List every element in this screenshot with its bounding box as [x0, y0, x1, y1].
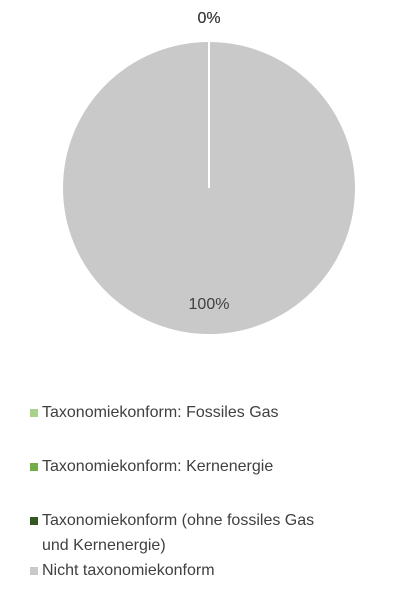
- legend-label: Nicht taxonomiekonform: [42, 562, 215, 579]
- legend-item: Nicht taxonomiekonform: [30, 558, 400, 583]
- legend-swatch: [30, 409, 38, 417]
- chart: 0%0%0%100%: [61, 10, 357, 336]
- legend-label: Taxonomiekonform (ohne fossiles Gas und …: [42, 512, 315, 554]
- data-label: 0%: [197, 10, 220, 27]
- legend-swatch: [30, 567, 38, 575]
- legend-swatch: [30, 463, 38, 471]
- data-label: 0%: [197, 10, 220, 27]
- legend-item: Taxonomiekonform (ohne fossiles Gas und …: [30, 508, 400, 558]
- legend-item: Taxonomiekonform: Fossiles Gas: [30, 400, 400, 425]
- legend-label: Taxonomiekonform: Fossiles Gas: [42, 404, 279, 421]
- data-label: 0%: [197, 10, 220, 27]
- legend-swatch: [30, 517, 38, 525]
- legend-label: Taxonomiekonform: Kernenergie: [42, 458, 274, 475]
- data-label: 100%: [189, 296, 230, 313]
- legend-item: Taxonomiekonform: Kernenergie: [30, 454, 400, 479]
